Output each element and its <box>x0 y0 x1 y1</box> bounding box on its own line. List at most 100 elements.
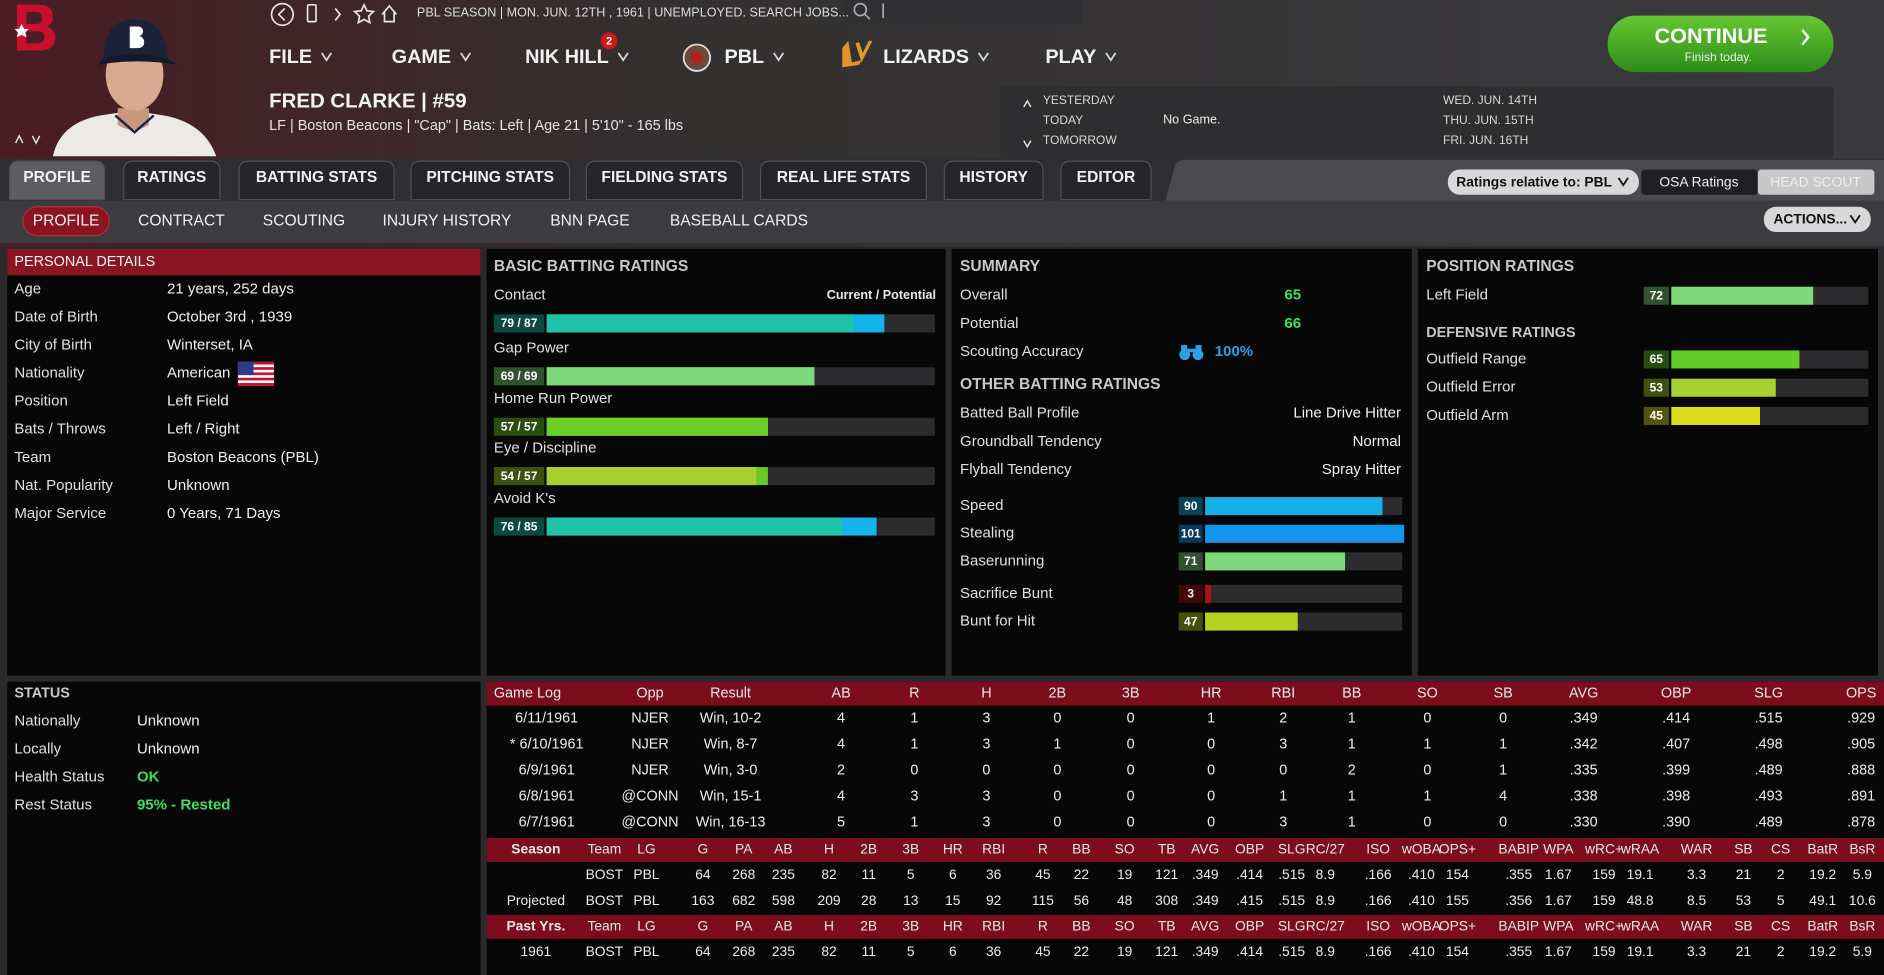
summary-label: Overall <box>960 287 1008 304</box>
table-header: Team <box>587 918 621 934</box>
table-cell: .498 <box>1755 737 1783 753</box>
table-header: WPA <box>1543 918 1574 934</box>
table-cell: 36 <box>986 866 1002 882</box>
status-value: OK <box>137 768 160 785</box>
tab-label[interactable]: RATINGS <box>137 169 206 186</box>
actions-button[interactable] <box>1763 206 1871 233</box>
personal-panel <box>7 248 481 676</box>
table-header: LG <box>637 841 655 857</box>
tab-label[interactable]: PITCHING STATS <box>426 169 554 186</box>
head-scout-button[interactable] <box>1757 169 1875 195</box>
table-cell: 163 <box>691 892 714 908</box>
table-cell: 155 <box>1446 892 1469 908</box>
ratings-relative-button[interactable] <box>1447 169 1639 195</box>
tab[interactable] <box>9 160 106 201</box>
tab[interactable] <box>410 160 571 201</box>
table-header: RC/27 <box>1306 918 1345 934</box>
subtab-label[interactable]: CONTRACT <box>138 212 225 229</box>
chevron[interactable] <box>773 52 785 62</box>
chevron[interactable] <box>977 52 989 62</box>
tab-label[interactable]: PROFILE <box>23 169 91 186</box>
rating-label: 54 / 57 <box>501 469 538 483</box>
detail-label: Position <box>14 393 67 410</box>
table-header: wRC+ <box>1584 918 1623 934</box>
tab-label[interactable]: REAL LIFE STATS <box>777 169 911 186</box>
chevron[interactable] <box>1617 177 1629 187</box>
table-cell: 2 <box>1279 711 1287 727</box>
table-cell: 19.1 <box>1627 866 1654 882</box>
tab[interactable] <box>123 160 221 201</box>
schedule-date[interactable]: FRI. JUN. 16TH <box>1443 133 1528 147</box>
table-cell: 1.67 <box>1545 892 1572 908</box>
chevron[interactable] <box>1105 52 1117 62</box>
subtab-active[interactable] <box>22 206 110 237</box>
rating-label: 47 <box>1184 614 1198 628</box>
continue-label[interactable]: CONTINUE <box>1655 23 1768 48</box>
schedule-date[interactable]: WED. JUN. 14TH <box>1443 93 1537 107</box>
menu-item[interactable]: PBL <box>725 46 765 68</box>
rating-label: 53 <box>1650 380 1664 394</box>
detail-value: Winterset, IA <box>167 337 253 354</box>
tab[interactable] <box>238 160 395 201</box>
summary-value: 100% <box>1215 343 1253 360</box>
table-cell: 53 <box>1736 892 1752 908</box>
table-cell: .349 <box>1192 866 1219 882</box>
schedule-day[interactable]: YESTERDAY <box>1043 93 1115 107</box>
subtab-label[interactable]: BASEBALL CARDS <box>670 212 808 229</box>
chevron[interactable] <box>1849 214 1861 225</box>
table-cell: 10.6 <box>1849 892 1876 908</box>
schedule-day[interactable]: TOMORROW <box>1043 133 1117 147</box>
rating-label: 90 <box>1184 499 1198 513</box>
table-cell: .338 <box>1570 789 1598 805</box>
schedule-arrows[interactable] <box>1023 99 1032 149</box>
tab-label[interactable]: BATTING STATS <box>256 169 377 186</box>
table-cell: Win, 10-2 <box>700 711 762 727</box>
chevron[interactable] <box>320 52 333 62</box>
tab-label[interactable]: HISTORY <box>959 169 1028 186</box>
subtab-label[interactable]: BNN PAGE <box>550 212 629 229</box>
actions[interactable]: ACTIONS... <box>1773 211 1847 227</box>
subtab-label[interactable]: PROFILE <box>33 212 100 229</box>
detail-value: Unknown <box>167 477 230 494</box>
batting-panel <box>486 248 946 676</box>
menu-item[interactable]: FILE <box>269 46 312 68</box>
subtab-label[interactable]: SCOUTING <box>263 212 345 229</box>
continue-button[interactable] <box>1607 15 1834 73</box>
schedule-date[interactable]: THU. JUN. 15TH <box>1443 113 1534 127</box>
table-cell: 3 <box>982 711 990 727</box>
menu-item[interactable]: GAME <box>392 46 451 68</box>
nav-icons[interactable] <box>270 2 398 27</box>
tab[interactable] <box>943 160 1044 201</box>
tab[interactable] <box>1060 160 1152 201</box>
menu-item[interactable]: PLAY <box>1045 46 1096 68</box>
tab-label[interactable]: FIELDING STATS <box>601 169 727 186</box>
ratings-relative[interactable]: Ratings relative to: PBL <box>1456 173 1612 189</box>
head-scout[interactable]: HEAD SCOUT <box>1770 173 1861 189</box>
tab[interactable] <box>585 160 744 201</box>
table-header: 2B <box>860 841 877 857</box>
menu-item[interactable]: LIZARDS <box>883 46 969 68</box>
tab[interactable] <box>759 160 927 201</box>
chevron[interactable] <box>617 52 629 62</box>
portrait-arrows[interactable] <box>14 134 41 145</box>
osa-ratings[interactable]: OSA Ratings <box>1659 173 1738 189</box>
table-cell: 6 <box>949 866 957 882</box>
osa-button[interactable] <box>1641 169 1758 195</box>
table-cell: 1.67 <box>1545 866 1572 882</box>
schedule-day[interactable]: TODAY <box>1043 113 1083 127</box>
continue-sub[interactable]: Finish today. <box>1685 50 1752 64</box>
table-header: wOBA <box>1401 841 1442 857</box>
table-header: Season <box>511 841 560 857</box>
table-cell: NJER <box>631 737 669 753</box>
subtab-label[interactable]: INJURY HISTORY <box>383 212 513 229</box>
table-cell: 154 <box>1446 866 1469 882</box>
table-cell: 1 <box>1348 737 1356 753</box>
table-cell: 21 <box>1736 943 1751 959</box>
table-cell: 159 <box>1593 943 1616 959</box>
chevron[interactable] <box>460 52 472 62</box>
rating-name: Outfield Arm <box>1426 407 1509 424</box>
search-box[interactable] <box>844 0 1083 25</box>
tab-label[interactable]: EDITOR <box>1077 169 1136 186</box>
menu-item[interactable]: NIK HILL <box>525 46 609 68</box>
